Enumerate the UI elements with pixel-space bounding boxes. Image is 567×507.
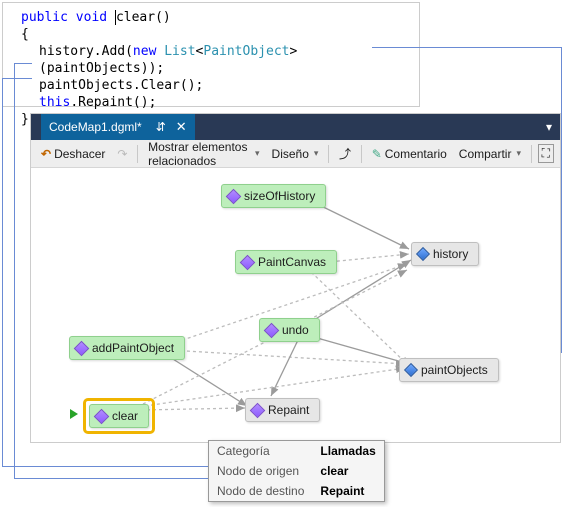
code-line-5: this.Repaint();	[21, 94, 401, 111]
tt-val: Llamadas	[312, 441, 383, 461]
method-icon	[94, 408, 110, 424]
redo-button[interactable]: ↷	[113, 145, 131, 163]
graph-canvas[interactable]: sizeOfHistory PaintCanvas addPaintObject…	[31, 168, 560, 442]
tt-key: Nodo de origen	[209, 461, 312, 481]
code-editor: public void clear() { history.Add(new Li…	[2, 2, 420, 107]
node-history[interactable]: history	[411, 242, 479, 266]
callout-line	[561, 47, 562, 352]
fit-icon[interactable]: ⛶	[538, 144, 554, 163]
callout-line	[372, 47, 562, 48]
toolbar: ↶Deshacer ↷ Mostrar elementos relacionad…	[31, 140, 560, 168]
node-addPaintObject[interactable]: addPaintObject	[69, 336, 185, 360]
undo-label: Deshacer	[54, 147, 105, 161]
node-PaintCanvas[interactable]: PaintCanvas	[235, 250, 337, 274]
codemap-window: CodeMap1.dgml* ⇵ ✕ ▾ ↶Deshacer ↷ Mostrar…	[30, 113, 561, 443]
pin-icon[interactable]: ⇵	[156, 120, 166, 134]
related-button[interactable]: Mostrar elementos relacionados	[144, 138, 263, 170]
field-icon	[404, 363, 418, 377]
method-icon	[250, 402, 266, 418]
kw-void: void	[76, 10, 107, 25]
layout-button[interactable]: Diseño	[268, 145, 323, 163]
tt-key: Categoría	[209, 441, 312, 461]
node-Repaint[interactable]: Repaint	[245, 398, 320, 422]
tab-menu-icon[interactable]: ▾	[546, 120, 552, 134]
fn-name: clear	[116, 10, 155, 25]
callout-line	[14, 63, 15, 478]
node-undo[interactable]: undo	[259, 318, 320, 342]
share-button[interactable]: Compartir	[455, 145, 525, 163]
callout-line	[14, 478, 208, 479]
code-line-3: history.Add(new List<PaintObject>(paintO…	[21, 43, 401, 77]
tt-val: Repaint	[312, 481, 383, 501]
code-line-4: paintObjects.Clear();	[21, 77, 401, 94]
node-clear[interactable]: clear	[89, 404, 149, 428]
callout-line	[2, 78, 32, 79]
tab-bar: CodeMap1.dgml* ⇵ ✕ ▾	[31, 114, 560, 140]
method-icon	[264, 322, 280, 338]
close-icon[interactable]: ✕	[176, 119, 187, 135]
tab-codemap[interactable]: CodeMap1.dgml* ⇵ ✕	[41, 114, 195, 140]
code-line-2: {	[21, 26, 401, 43]
callout-line	[14, 63, 32, 64]
node-sizeOfHistory[interactable]: sizeOfHistory	[221, 184, 326, 208]
callout-line	[2, 466, 208, 467]
edge-tooltip: CategoríaLlamadas Nodo de origenclear No…	[208, 440, 385, 502]
undo-button[interactable]: ↶Deshacer	[37, 145, 109, 163]
comment-button[interactable]: ✎Comentario	[368, 145, 451, 163]
tt-key: Nodo de destino	[209, 481, 312, 501]
current-indicator-icon	[70, 409, 78, 419]
method-icon	[240, 254, 256, 270]
method-icon	[226, 188, 242, 204]
callout-line	[2, 78, 3, 466]
tt-val: clear	[312, 461, 383, 481]
tab-title: CodeMap1.dgml*	[49, 120, 142, 134]
method-icon	[74, 340, 90, 356]
code-line-1: public void clear()	[21, 9, 401, 26]
field-icon	[416, 247, 430, 261]
goto-icon[interactable]: ⤴	[335, 143, 355, 164]
kw-public: public	[21, 10, 68, 25]
node-clear-highlight: clear	[83, 398, 155, 434]
node-paintObjects[interactable]: paintObjects	[399, 358, 499, 382]
